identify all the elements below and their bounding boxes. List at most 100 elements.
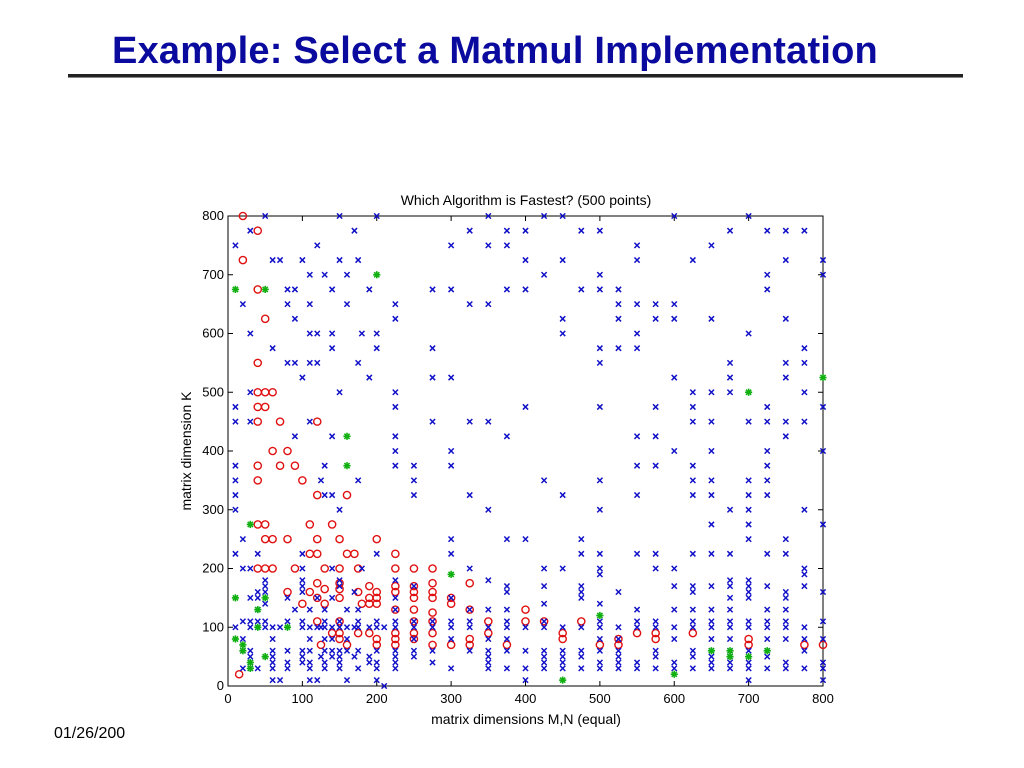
data-point-x <box>745 665 752 672</box>
data-point-circle <box>234 669 244 679</box>
data-point-x <box>291 606 299 613</box>
data-point-x <box>343 676 351 684</box>
data-point-circle <box>253 417 263 426</box>
data-point-circle <box>595 640 605 650</box>
data-point-x <box>447 462 455 469</box>
data-point-x <box>596 227 604 234</box>
data-point-x <box>247 227 254 234</box>
data-point-x <box>633 606 641 613</box>
data-point-x <box>328 491 336 499</box>
data-point-x <box>317 477 325 484</box>
data-point-x <box>540 618 548 625</box>
data-point-x <box>336 624 343 631</box>
data-point-x <box>652 653 659 660</box>
slide-title: Example: Select a Matmul Implementation <box>112 30 878 72</box>
data-point-x <box>373 345 380 352</box>
data-point-x <box>782 635 789 643</box>
data-point-circle <box>312 417 322 426</box>
data-point-circle <box>268 446 277 456</box>
data-point-circle <box>428 608 437 617</box>
data-point-x <box>351 227 358 234</box>
data-point-x <box>485 506 492 513</box>
data-point-x <box>355 256 362 264</box>
data-point-x <box>321 618 328 625</box>
data-point-x <box>355 624 362 631</box>
data-point-x <box>373 618 380 625</box>
data-point-x <box>708 624 715 631</box>
data-point-x <box>540 659 548 666</box>
data-point-x <box>336 577 343 584</box>
data-point-x <box>254 618 261 625</box>
data-point-x <box>671 635 678 643</box>
data-point-x <box>328 624 336 631</box>
data-point-x <box>652 433 659 440</box>
data-point-x <box>764 477 771 484</box>
data-point-circle <box>268 387 277 397</box>
data-point-x <box>485 606 492 613</box>
data-point-x <box>578 624 585 631</box>
data-point-x <box>284 618 291 625</box>
data-point-star <box>261 594 269 602</box>
data-point-circle <box>651 634 660 644</box>
data-point-x <box>764 653 771 660</box>
data-point-x <box>633 624 641 631</box>
data-point-x <box>708 242 715 249</box>
data-point-circle <box>391 640 400 650</box>
data-point-circle <box>283 587 292 597</box>
data-point-x <box>671 447 678 455</box>
data-point-x <box>355 647 362 654</box>
data-point-circle <box>372 593 382 603</box>
data-point-x <box>726 635 734 643</box>
data-point-x <box>284 665 291 672</box>
data-point-x <box>328 565 336 572</box>
data-point-star <box>246 520 254 529</box>
data-point-star <box>261 653 269 661</box>
data-point-x <box>633 300 641 308</box>
data-point-x <box>801 582 808 590</box>
data-point-x <box>615 635 622 643</box>
data-point-x <box>540 653 548 660</box>
data-point-x <box>355 665 362 672</box>
data-point-circle <box>316 640 326 650</box>
data-point-circle <box>283 446 292 456</box>
data-point-x <box>615 653 622 660</box>
data-point-circle <box>372 599 382 609</box>
data-point-x <box>355 477 362 484</box>
data-point-circle <box>614 640 623 650</box>
data-point-x <box>764 418 771 425</box>
y-tick-label: 700 <box>202 267 224 282</box>
data-point-x <box>373 647 380 654</box>
data-point-x <box>447 550 455 557</box>
data-point-x <box>764 618 771 625</box>
data-point-x <box>392 577 399 584</box>
data-point-x <box>485 242 492 249</box>
data-point-circle <box>253 461 263 470</box>
data-point-circle <box>350 549 359 559</box>
data-point-x <box>254 588 261 596</box>
data-point-x <box>336 506 343 513</box>
data-point-x <box>321 491 328 499</box>
data-point-circle <box>818 640 828 650</box>
data-point-x <box>503 606 511 613</box>
data-point-x <box>726 389 734 396</box>
data-point-x <box>652 624 659 631</box>
data-point-x <box>447 594 455 602</box>
data-point-x <box>745 582 752 590</box>
data-point-x <box>276 676 284 684</box>
data-point-x <box>726 359 734 367</box>
data-point-circle <box>312 549 322 559</box>
data-point-x <box>299 618 306 625</box>
data-point-x <box>503 582 511 590</box>
y-tick-label: 100 <box>202 619 224 634</box>
data-point-x <box>284 647 291 654</box>
data-point-x <box>596 647 604 654</box>
data-point-circle <box>353 628 363 638</box>
data-point-x <box>596 571 604 578</box>
data-point-x <box>633 659 641 666</box>
data-point-x <box>522 676 529 684</box>
data-point-x <box>689 624 696 631</box>
data-point-x <box>819 256 827 264</box>
data-point-x <box>726 606 734 613</box>
data-point-x <box>540 624 548 631</box>
